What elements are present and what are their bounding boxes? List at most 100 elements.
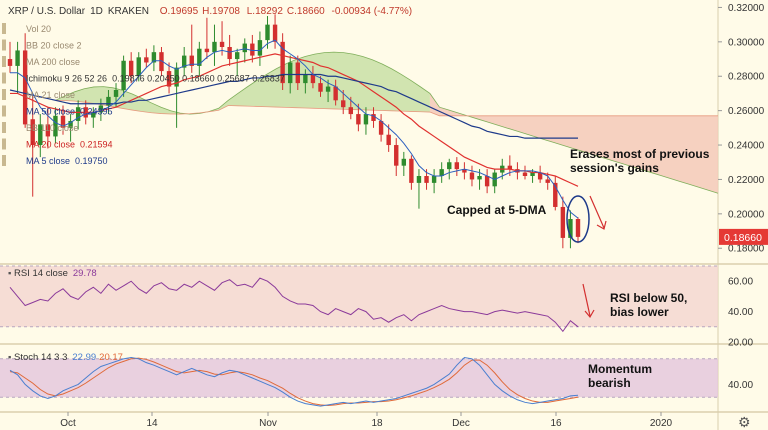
legend-marker [2,56,6,67]
rsi-tick-label: 20.00 [728,338,753,349]
gear-icon[interactable]: ⚙ [738,414,751,430]
candle-body [45,124,51,137]
candle-body [507,165,513,170]
candle-body [250,43,255,56]
candle-body [401,158,407,166]
candle-body [469,172,475,180]
candle-body [439,169,444,176]
indicator-label[interactable]: MA 20 close 0.21594 [26,140,113,150]
candle-body [530,172,535,176]
candle [310,65,316,89]
stoch-d-line [9,357,579,407]
ma20-line [10,53,579,187]
current-price-label: 0.18660 [724,232,762,244]
rsi-panel: 60.00 40.00 20.00 [0,265,753,349]
candle-body [257,40,263,56]
candle [219,21,225,56]
candle-body [462,169,467,173]
candle-body [212,41,217,53]
candle-body [545,179,550,183]
time-tick-label: 16 [550,418,562,429]
candle-body [409,158,414,183]
candle-body [310,74,316,84]
annotation-capped: Capped at 5-DMA [447,203,547,217]
candle-body [265,24,270,41]
span-b-line [55,99,718,117]
stoch-band [0,358,718,398]
candle [128,52,134,84]
candle [560,196,566,249]
candle [492,169,497,194]
candle [469,165,475,187]
candle-body [204,48,210,53]
candle [378,114,384,142]
candle-body [197,48,202,66]
annotation-rsi: RSI below 50, bias lower [610,291,687,319]
candle-body [522,172,528,176]
legend-marker [2,23,6,34]
indicator-label[interactable]: BB 110 close [26,123,78,133]
price-tick-label: 0.28000 [728,72,765,83]
candle [484,169,490,194]
candle [151,45,157,72]
stoch-panel: 40.00 [0,356,753,407]
candle-body [166,71,172,87]
candle [575,217,581,244]
time-tick-label: 2020 [650,418,673,429]
indicator-label[interactable]: MA 50 close 0.24395 [26,107,113,117]
annotation-momentum: Momentum bearish [588,362,652,390]
candle-body [537,172,543,180]
candle-body [189,55,194,66]
candle-body [174,67,179,87]
candle [272,14,278,49]
candle-body [106,96,111,106]
arrow-price [589,195,605,229]
indicator-label[interactable]: MA 200 close [26,57,80,67]
candle [356,103,361,132]
current-price-tag [719,228,768,245]
candle-body [386,134,391,146]
candle-body [424,176,429,183]
candle-body [280,41,285,84]
candle-body [348,107,353,115]
candle [227,34,232,66]
candle-body [38,124,43,146]
candlestick-series [7,14,581,249]
candle-body [98,105,104,113]
candle [386,124,391,152]
legend-marker [2,72,6,84]
candle [401,151,407,176]
candle [394,138,399,176]
candle [159,47,164,77]
candle [22,33,28,128]
candle [212,24,217,66]
candle [280,33,285,90]
candle-body [53,115,58,137]
candle [371,107,376,128]
candle-body [121,60,126,90]
indicator-label[interactable]: MA 5 close 0.19750 [26,156,108,166]
candle [530,169,535,183]
indicator-label[interactable]: MA 21 close [26,90,75,100]
ma50-line [9,73,578,139]
legend-marker [2,105,6,117]
candle-body [288,62,293,84]
candle [166,62,172,94]
candle [174,62,179,128]
candle-body [333,86,338,101]
candle-body [75,107,81,121]
candle-body [363,114,369,125]
stoch-legend: ▪ Stoch 14 3 3 22.99 20.17 [8,352,123,363]
price-tick-label: 0.22000 [728,175,765,186]
indicator-label[interactable]: BB 20 close 2 [26,41,82,51]
indicator-label[interactable]: Ichimoku 9 26 52 26 0.19876 0.20450 0.186… [26,74,285,84]
candle-body [560,206,566,238]
candle-body [295,62,300,84]
indicator-label[interactable]: Vol 20 [26,24,51,34]
candle [454,157,460,176]
price-tick-label: 0.18000 [728,244,765,255]
candle-body [341,100,346,108]
candle-body [15,50,20,66]
candle [197,41,202,77]
